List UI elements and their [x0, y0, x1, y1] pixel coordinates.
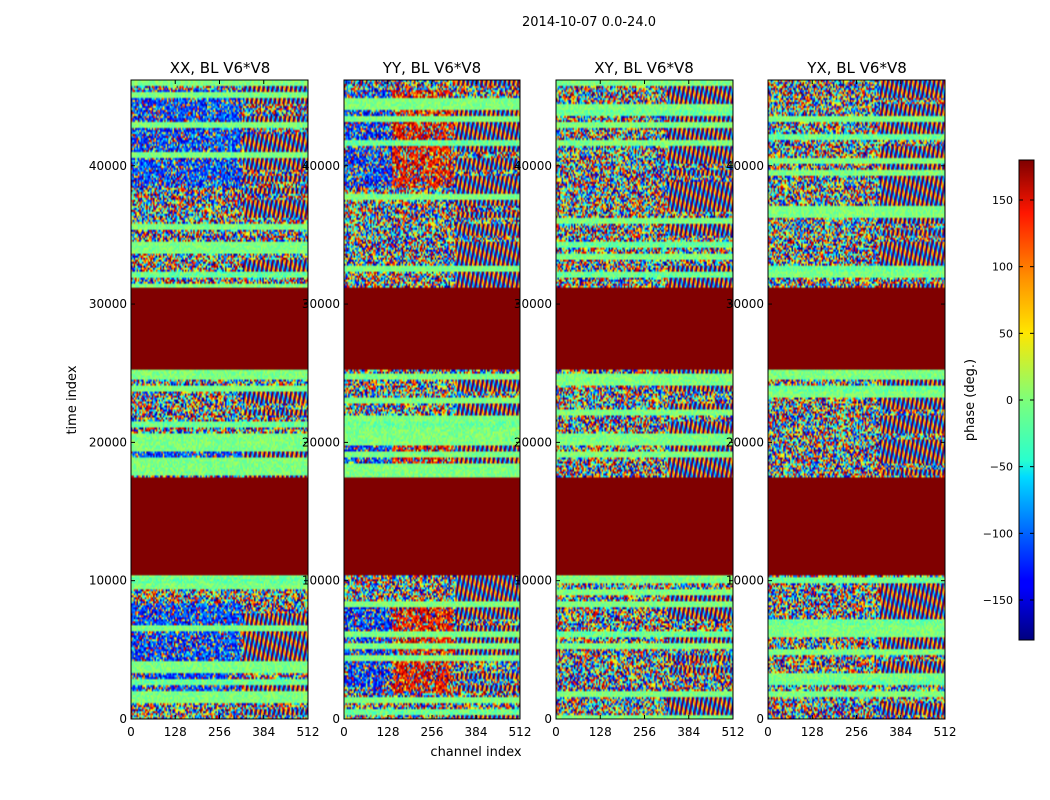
y-tick-label-yx-2: 20000 — [726, 435, 764, 449]
x-tick-label-yx-4: 512 — [934, 725, 957, 739]
colorbar-ticks: 150 100 50 0 −50 −100 −150 — [983, 194, 1034, 607]
x-tick-label-yy-2: 256 — [421, 725, 444, 739]
y-tick-label-yy-0: 0 — [332, 712, 340, 726]
x-tick-label-xy-3: 384 — [677, 725, 700, 739]
x-ticks-xx: 0 128 256 384 512 — [127, 80, 319, 739]
x-tick-label-xy-1: 128 — [589, 725, 612, 739]
x-tick-label-xx-1: 128 — [164, 725, 187, 739]
x-tick-label-xy-0: 0 — [552, 725, 560, 739]
y-ticks-xx: 0 10000 20000 30000 40000 — [89, 159, 308, 726]
x-tick-label-yy-1: 128 — [377, 725, 400, 739]
figure-suptitle: 2014-10-07 0.0-24.0 — [522, 15, 656, 30]
y-tick-label-xx-4: 40000 — [89, 159, 127, 173]
colorbar: 150 100 50 0 −50 −100 −150 phase (deg.) — [963, 159, 1035, 641]
y-tick-label-yx-3: 30000 — [726, 297, 764, 311]
colorbar-tick-label-1: 100 — [992, 261, 1013, 274]
heatmap-yy — [344, 80, 520, 719]
colorbar-tick-label-5: −100 — [983, 527, 1013, 540]
heatmap-xx — [131, 80, 308, 719]
colorbar-tick-label-4: −50 — [990, 461, 1013, 474]
y-ticks-yx: 0 10000 20000 30000 40000 — [726, 159, 945, 726]
y-tick-label-yy-2: 20000 — [302, 435, 340, 449]
y-tick-label-xx-1: 10000 — [89, 574, 127, 588]
y-tick-label-yx-1: 10000 — [726, 574, 764, 588]
x-tick-label-yy-4: 512 — [509, 725, 532, 739]
y-tick-label-xx-2: 20000 — [89, 435, 127, 449]
y-tick-label-xy-0: 0 — [544, 712, 552, 726]
y-tick-label-xy-4: 40000 — [514, 159, 552, 173]
y-tick-label-yy-3: 30000 — [302, 297, 340, 311]
x-tick-label-yx-3: 384 — [889, 725, 912, 739]
x-tick-label-xy-2: 256 — [633, 725, 656, 739]
panel-title-xy: XY, BL V6*V8 — [594, 59, 694, 77]
y-tick-label-yx-4: 40000 — [726, 159, 764, 173]
colorbar-tick-label-0: 150 — [992, 194, 1013, 207]
x-tick-label-yy-0: 0 — [340, 725, 348, 739]
panel-title-yy: YY, BL V6*V8 — [382, 59, 481, 77]
y-axis-label: time index — [65, 365, 80, 434]
x-tick-label-xx-0: 0 — [127, 725, 135, 739]
y-tick-label-xx-0: 0 — [119, 712, 127, 726]
y-tick-label-yx-0: 0 — [756, 712, 764, 726]
x-tick-label-yx-2: 256 — [845, 725, 868, 739]
x-ticks-yy: 0 128 256 384 512 — [340, 80, 531, 739]
colorbar-label: phase (deg.) — [963, 359, 978, 441]
colorbar-tick-label-2: 50 — [999, 327, 1013, 340]
x-ticks-xy: 0 128 256 384 512 — [552, 80, 744, 739]
x-tick-label-xy-4: 512 — [722, 725, 745, 739]
x-tick-label-yx-0: 0 — [764, 725, 772, 739]
heatmap-xy — [556, 80, 733, 719]
colorbar-tick-label-6: −150 — [983, 594, 1013, 607]
y-tick-label-xx-3: 30000 — [89, 297, 127, 311]
y-tick-label-xy-3: 30000 — [514, 297, 552, 311]
x-ticks-yx: 0 128 256 384 512 — [764, 80, 956, 739]
colorbar-tick-label-3: 0 — [1006, 394, 1013, 407]
panel-xy: XY, BL V6*V8 0 128 256 384 512 0 10000 20000 30… — [514, 59, 745, 739]
x-tick-label-xx-2: 256 — [208, 725, 231, 739]
y-tick-label-yy-4: 40000 — [302, 159, 340, 173]
panel-title-xx: XX, BL V6*V8 — [170, 59, 271, 77]
y-tick-label-xy-1: 10000 — [514, 574, 552, 588]
y-tick-label-xy-2: 20000 — [514, 435, 552, 449]
x-tick-label-xx-4: 512 — [297, 725, 320, 739]
panel-yx: YX, BL V6*V8 0 128 256 384 512 0 10000 20000 30… — [726, 59, 957, 739]
y-ticks-xy: 0 10000 20000 30000 40000 — [514, 159, 733, 726]
x-axis-label: channel index — [430, 745, 521, 760]
y-tick-label-yy-1: 10000 — [302, 574, 340, 588]
panel-yy: YY, BL V6*V8 0 128 256 384 512 0 10000 20000 30… — [302, 59, 532, 760]
x-tick-label-xx-3: 384 — [252, 725, 275, 739]
panel-title-yx: YX, BL V6*V8 — [806, 59, 907, 77]
x-tick-label-yx-1: 128 — [801, 725, 824, 739]
panel-xx: XX, BL V6*V8 0 128 256 384 512 0 10000 20000 30… — [65, 59, 319, 739]
x-tick-label-yy-3: 384 — [465, 725, 488, 739]
y-ticks-yy: 0 10000 20000 30000 40000 — [302, 159, 520, 726]
heatmap-yx — [768, 80, 945, 719]
